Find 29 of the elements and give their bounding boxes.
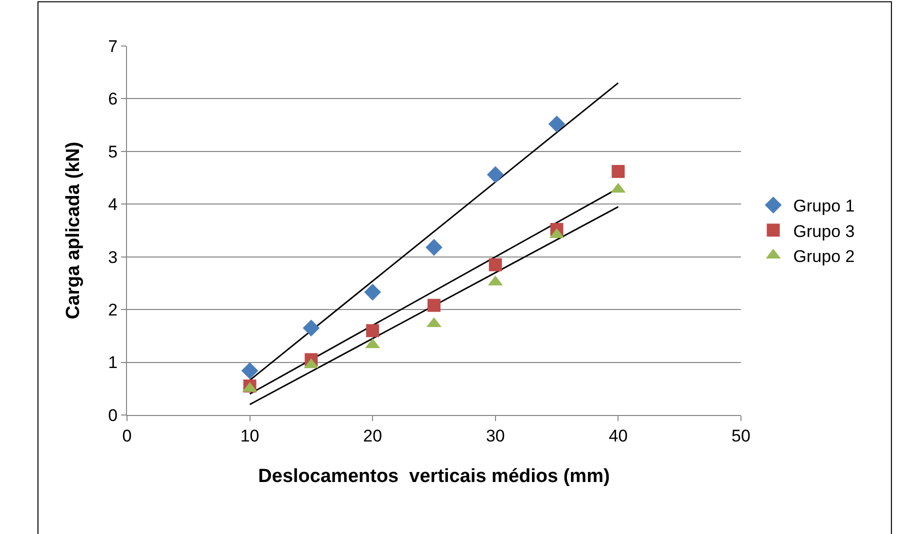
x-tick-label: 10 xyxy=(240,426,260,446)
y-axis-title: Carga aplicada (kN) xyxy=(63,142,84,320)
x-tick-label: 50 xyxy=(732,426,750,446)
x-tick-label: 20 xyxy=(363,426,382,446)
y-tick-label: 3 xyxy=(108,248,118,267)
point xyxy=(612,164,625,178)
x-axis-title: Deslocamentos verticais médios (mm) xyxy=(258,466,610,487)
point xyxy=(428,298,440,312)
point xyxy=(548,116,566,132)
point xyxy=(488,258,502,272)
point xyxy=(364,284,382,301)
legend-label: Grupo 1 xyxy=(793,196,855,216)
legend-label: Grupo 2 xyxy=(793,246,855,266)
point xyxy=(302,320,320,336)
y-tick-label: 2 xyxy=(108,300,118,320)
y-tick-label: 1 xyxy=(108,353,118,372)
x-tick-label: 0 xyxy=(122,426,132,446)
point xyxy=(366,324,380,338)
point xyxy=(426,238,442,256)
y-tick-label: 4 xyxy=(108,195,118,214)
y-tick-label: 5 xyxy=(108,142,118,162)
point xyxy=(241,362,258,380)
legend-label: Grupo 3 xyxy=(793,222,855,241)
x-tick-label: 30 xyxy=(486,426,505,446)
point xyxy=(486,166,504,184)
x-tick-label: 40 xyxy=(608,426,628,446)
y-tick-label: 7 xyxy=(108,36,118,56)
y-tick-label: 6 xyxy=(108,90,118,109)
y-tick-label: 0 xyxy=(108,406,118,425)
